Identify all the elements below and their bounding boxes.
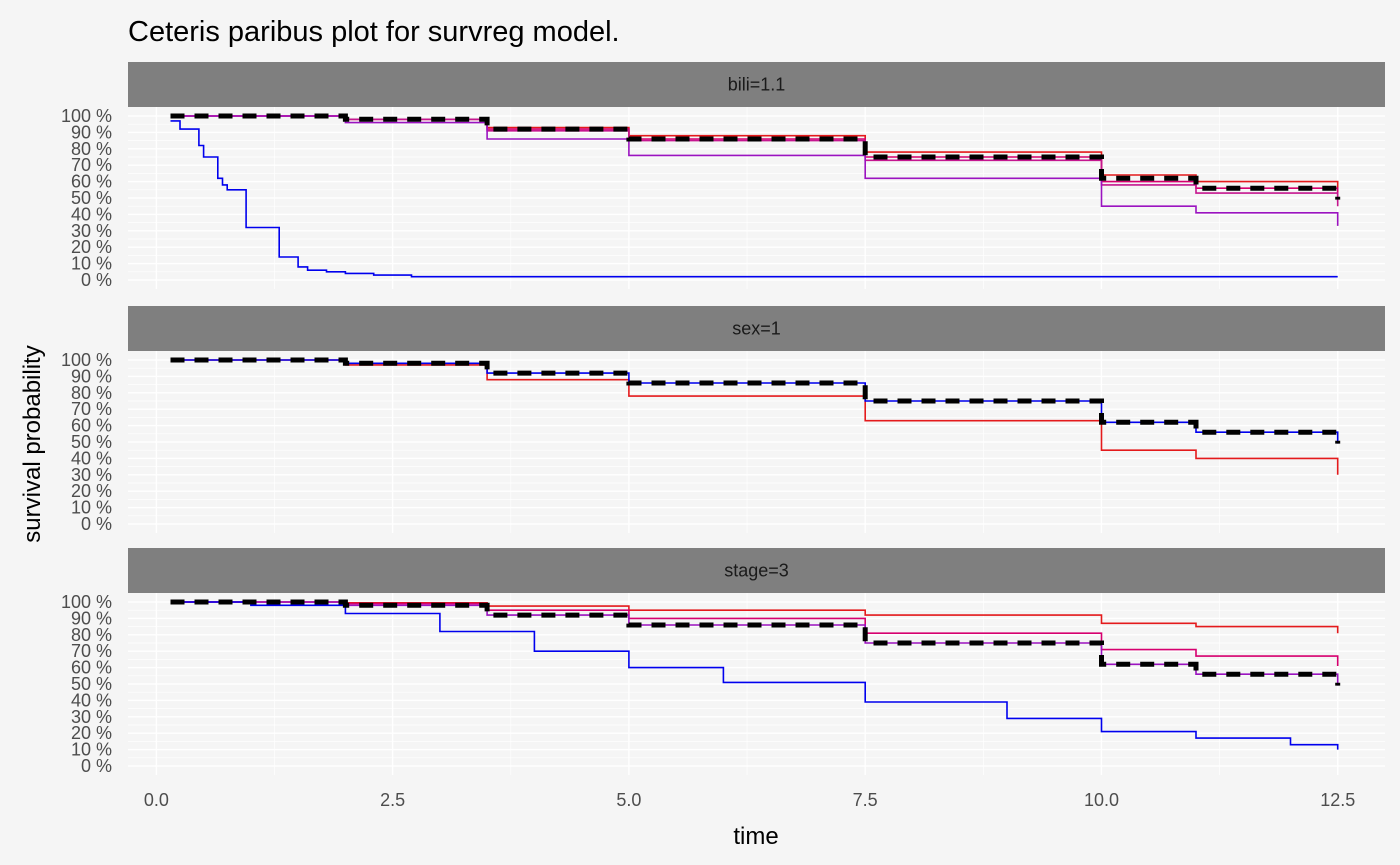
facet-strip-label: stage=3 xyxy=(724,561,789,581)
y-tick-label: 20 % xyxy=(71,723,112,743)
average-profile-line xyxy=(170,357,1341,444)
y-tick-label: 10 % xyxy=(71,498,112,518)
x-tick-label: 5.0 xyxy=(616,790,641,810)
average-profile-line xyxy=(170,113,1341,200)
y-tick-label: 0 % xyxy=(81,756,112,776)
panel-grid xyxy=(128,351,1385,533)
y-tick-label: 30 % xyxy=(71,221,112,241)
chart-title: Ceteris paribus plot for survreg model. xyxy=(128,16,620,48)
facet-strip-label: bili=1.1 xyxy=(728,75,786,95)
y-tick-label: 100 % xyxy=(61,592,112,612)
facet-panel-3: stage=3 0 %10 %20 %30 %40 %50 %60 %70 %80… xyxy=(61,548,1385,776)
y-tick-label: 90 % xyxy=(71,122,112,142)
facet-panel-1: bili=1.1 0 %10 %20 %30 %40 %50 %60 %70 %8… xyxy=(61,62,1385,290)
facet-panel-2: sex=1 0 %10 %20 %30 %40 %50 %60 %70 %80 %… xyxy=(61,306,1385,534)
ceteris-paribus-line xyxy=(170,120,1338,278)
y-tick-label: 40 % xyxy=(71,690,112,710)
x-tick-label: 2.5 xyxy=(380,790,405,810)
panel-grid xyxy=(128,593,1385,775)
y-tick-label: 10 % xyxy=(71,740,112,760)
x-tick-label: 0.0 xyxy=(144,790,169,810)
y-tick-label: 60 % xyxy=(71,658,112,678)
y-tick-label: 40 % xyxy=(71,448,112,468)
y-tick-label: 70 % xyxy=(71,399,112,419)
y-tick-label: 50 % xyxy=(71,674,112,694)
y-tick-label: 80 % xyxy=(71,383,112,403)
x-tick-label: 10.0 xyxy=(1084,790,1119,810)
y-tick-label: 70 % xyxy=(71,641,112,661)
y-tick-label: 100 % xyxy=(61,350,112,370)
y-axis-ticks: 0 %10 %20 %30 %40 %50 %60 %70 %80 %90 %1… xyxy=(61,106,112,290)
facet-strip xyxy=(128,306,1385,351)
y-tick-label: 50 % xyxy=(71,432,112,452)
facet-strip xyxy=(128,62,1385,107)
y-axis-title: survival probability xyxy=(19,345,46,542)
x-axis-title: time xyxy=(733,823,778,850)
y-tick-label: 0 % xyxy=(81,270,112,290)
y-tick-label: 30 % xyxy=(71,465,112,485)
y-tick-label: 90 % xyxy=(71,366,112,386)
y-tick-label: 80 % xyxy=(71,139,112,159)
y-tick-label: 10 % xyxy=(71,254,112,274)
average-profile-line xyxy=(170,599,1341,686)
y-tick-label: 50 % xyxy=(71,188,112,208)
y-tick-label: 60 % xyxy=(71,172,112,192)
y-tick-label: 90 % xyxy=(71,608,112,628)
x-tick-label: 12.5 xyxy=(1320,790,1355,810)
y-axis-ticks: 0 %10 %20 %30 %40 %50 %60 %70 %80 %90 %1… xyxy=(61,592,112,776)
y-tick-label: 60 % xyxy=(71,416,112,436)
ceteris-paribus-line xyxy=(170,115,1339,226)
y-tick-label: 30 % xyxy=(71,707,112,727)
facet-strip-label: sex=1 xyxy=(732,319,781,339)
y-tick-label: 70 % xyxy=(71,155,112,175)
ceteris-paribus-line xyxy=(170,601,1339,750)
panel-grid xyxy=(128,107,1385,289)
y-tick-label: 100 % xyxy=(61,106,112,126)
facet-strip xyxy=(128,548,1385,593)
y-tick-label: 0 % xyxy=(81,514,112,534)
x-tick-label: 7.5 xyxy=(853,790,878,810)
y-tick-label: 40 % xyxy=(71,204,112,224)
y-tick-label: 20 % xyxy=(71,237,112,257)
y-tick-label: 20 % xyxy=(71,481,112,501)
y-tick-label: 80 % xyxy=(71,625,112,645)
y-axis-ticks: 0 %10 %20 %30 %40 %50 %60 %70 %80 %90 %1… xyxy=(61,350,112,534)
